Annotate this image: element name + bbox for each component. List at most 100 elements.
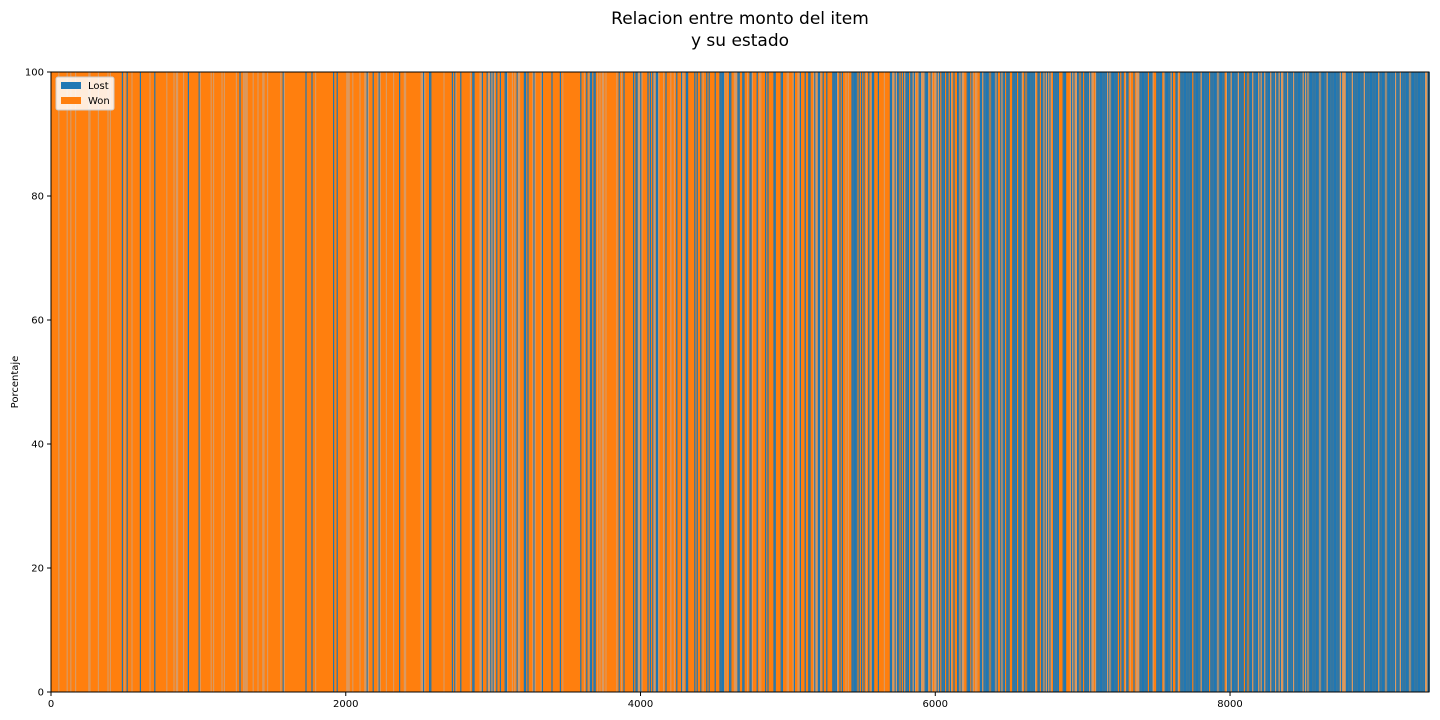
x-tick-label: 0	[48, 699, 54, 710]
bar-stripe	[751, 72, 753, 692]
bar-stripe	[1048, 72, 1050, 692]
bar-stripe	[366, 72, 368, 692]
x-tick-label: 8000	[1217, 699, 1242, 710]
bar-stripe	[1161, 72, 1163, 692]
bar-stripe	[1249, 72, 1251, 692]
bar-stripe	[1353, 72, 1355, 692]
bar-stripe	[149, 72, 151, 692]
bar-stripe	[177, 72, 179, 692]
bar-stripe	[1234, 72, 1236, 692]
bar-stripe	[1122, 72, 1124, 692]
x-tick-label: 6000	[923, 699, 948, 710]
bar-stripe	[1183, 72, 1185, 692]
bar-stripe	[1114, 72, 1116, 692]
bar-stripe	[352, 72, 354, 692]
bar-stripe	[1029, 72, 1031, 692]
bar-stripe	[991, 72, 993, 692]
bar-stripe	[183, 72, 185, 692]
bar-stripe	[1170, 72, 1172, 692]
bar-stripe	[1267, 72, 1269, 692]
bar-stripe	[839, 72, 841, 692]
bar-stripe	[1296, 72, 1298, 692]
bar-stripe	[89, 72, 91, 692]
bar-stripe	[399, 72, 401, 692]
bar-stripe	[239, 72, 241, 692]
bar-stripe	[653, 72, 655, 692]
bar-stripe	[1320, 72, 1322, 692]
bar-stripe	[719, 72, 721, 692]
bar-stripe	[1203, 72, 1205, 692]
legend-label-won: Won	[88, 96, 110, 107]
y-tick-label: 60	[31, 316, 44, 327]
bar-stripe	[1069, 72, 1071, 692]
bar-stripe	[499, 72, 501, 692]
bar-stripe	[1135, 72, 1137, 692]
bar-stripe	[1417, 72, 1419, 692]
bar-stripe	[1326, 72, 1328, 692]
bar-stripe	[1383, 72, 1385, 692]
bar-stripe	[1090, 72, 1092, 692]
bar-stripe	[987, 72, 989, 692]
bar-stripe	[1239, 72, 1241, 692]
bar-stripe	[621, 72, 623, 692]
bar-stripe	[1373, 72, 1375, 692]
bar-stripe	[949, 72, 951, 692]
bar-stripe	[1266, 72, 1268, 692]
bar-stripe	[1042, 72, 1044, 692]
bar-stripe	[378, 72, 380, 692]
bar-stripe	[1409, 72, 1411, 692]
bar-stripe	[1095, 72, 1097, 692]
bar-stripe	[960, 72, 962, 692]
y-axis-label: Porcentaje	[10, 356, 21, 409]
bar-stripe	[922, 72, 924, 692]
bar-stripe	[623, 72, 625, 692]
bar-stripe	[594, 72, 596, 692]
bar-stripe	[706, 72, 708, 692]
bar-stripe	[1038, 72, 1040, 692]
bar-stripe	[913, 72, 915, 692]
bar-stripe	[244, 72, 246, 692]
bar-stripe	[1342, 72, 1344, 692]
bar-stripe	[1074, 72, 1076, 692]
bar-stripe	[1053, 72, 1055, 692]
bar-stripe	[1423, 72, 1425, 692]
bar-stripe	[966, 72, 968, 692]
bar-stripe	[1049, 72, 1051, 692]
bar-stripe	[1283, 72, 1285, 692]
bar-stripe	[993, 72, 995, 692]
bar-stripe	[822, 72, 824, 692]
bar-stripe	[931, 72, 933, 692]
bar-stripe	[1347, 72, 1349, 692]
bar-stripe	[1315, 72, 1317, 692]
bar-stripe	[905, 72, 907, 692]
bar-stripe	[126, 72, 128, 692]
bar-stripe	[1003, 72, 1005, 692]
bar-stripe	[70, 72, 72, 692]
bar-stripe	[957, 72, 959, 692]
bar-stripe	[533, 72, 535, 692]
bar-stripe	[603, 72, 605, 692]
bar-stripe	[451, 72, 453, 692]
bar-stripe	[1313, 72, 1315, 692]
bar-stripe	[1145, 72, 1147, 692]
bar-stripe	[774, 72, 776, 692]
bar-stripe	[346, 72, 348, 692]
bar-stripe	[1103, 72, 1105, 692]
bar-stripe	[927, 72, 929, 692]
bar-stripe	[1215, 72, 1217, 692]
chart-title-line-2: y su estado	[690, 31, 790, 51]
bar-stripe	[972, 72, 974, 692]
bar-stripe	[1206, 72, 1208, 692]
bar-stripe	[1301, 72, 1303, 692]
bar-stripe	[1110, 72, 1112, 692]
bar-stripe	[685, 72, 687, 692]
bar-stripe	[735, 72, 737, 692]
bar-stripe	[1401, 72, 1403, 692]
bar-stripe	[990, 72, 992, 692]
bar-stripe	[1297, 72, 1299, 692]
bar-stripe	[918, 72, 920, 692]
bar-stripe	[654, 72, 656, 692]
bar-stripe	[1054, 72, 1056, 692]
bar-stripe	[1044, 72, 1046, 692]
bar-stripe	[315, 72, 317, 692]
